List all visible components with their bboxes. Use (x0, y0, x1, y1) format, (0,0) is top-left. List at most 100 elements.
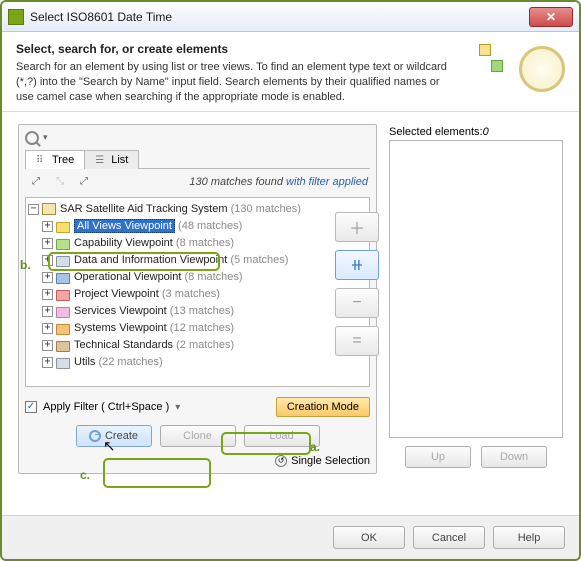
expander-icon[interactable]: + (42, 357, 53, 368)
search-icon (25, 131, 39, 145)
single-selection-icon[interactable]: ↺ (275, 455, 287, 467)
callout-box-all-views (48, 252, 220, 271)
tree-settings-button[interactable]: ⤢ (75, 173, 93, 191)
view-tabs: Tree List (25, 149, 370, 169)
selected-elements-count: 0 (483, 126, 489, 138)
expander-icon[interactable]: + (42, 272, 53, 283)
reorder-buttons: Up Down (389, 446, 563, 468)
tree-item-label: Systems Viewpoint (74, 322, 167, 334)
folder-icon (56, 324, 70, 335)
tree-root-count: (130 matches) (231, 203, 301, 215)
selected-elements-header: Selected elements:0 (389, 124, 563, 140)
matches-link[interactable]: with filter applied (283, 176, 368, 188)
create-button[interactable]: Create (76, 425, 152, 447)
left-panel: ▾ Tree List ⤢ ⤡ ⤢ 130 matches found with… (18, 124, 377, 474)
tree-item-label: Services Viewpoint (74, 305, 167, 317)
tree-item-label: Technical Standards (74, 339, 173, 351)
expander-icon[interactable]: + (42, 306, 53, 317)
clock-icon (89, 430, 101, 442)
tree-root-label: SAR Satellite Aid Tracking System (60, 203, 228, 215)
expand-all-button[interactable]: ⤢ (27, 173, 45, 191)
tab-tree[interactable]: Tree (25, 150, 85, 169)
expander-icon[interactable]: + (42, 340, 53, 351)
ok-button[interactable]: OK (333, 526, 405, 549)
cancel-button[interactable]: Cancel (413, 526, 485, 549)
model-icon (42, 203, 56, 215)
selected-elements-label: Selected elements: (389, 126, 483, 138)
tab-list[interactable]: List (84, 150, 139, 169)
tree-item-count: (8 matches) (176, 237, 234, 249)
tree-item-count: (3 matches) (162, 288, 220, 300)
tree-item[interactable]: + Utils (22 matches) (28, 354, 367, 371)
folder-icon (56, 307, 70, 318)
search-dropdown-icon[interactable]: ▾ (43, 132, 48, 143)
tree-item[interactable]: +Operational Viewpoint (8 matches) (28, 269, 367, 286)
apply-filter-label: Apply Filter ( Ctrl+Space ) (43, 401, 169, 413)
tree-item[interactable]: + Capability Viewpoint (8 matches) (28, 235, 367, 252)
add-button[interactable]: ＋ (335, 212, 379, 242)
tree-item-count: (8 matches) (184, 271, 242, 283)
folder-icon (56, 222, 70, 233)
folder-icon (56, 273, 70, 284)
single-selection-label: Single Selection (291, 455, 370, 467)
tree-root-row[interactable]: − SAR Satellite Aid Tracking System (130… (28, 201, 367, 218)
tree-item-count: (48 matches) (178, 220, 242, 232)
remove-button[interactable]: − (335, 288, 379, 318)
expander-icon[interactable]: − (28, 204, 39, 215)
expander-icon[interactable]: + (42, 289, 53, 300)
folder-icon (56, 358, 70, 369)
expander-icon[interactable]: + (42, 238, 53, 249)
remove-all-button[interactable]: = (335, 326, 379, 356)
tree-item-label: Utils (74, 356, 95, 368)
selected-elements-list[interactable] (389, 140, 563, 438)
app-icon (8, 9, 24, 25)
tab-list-label: List (111, 154, 128, 166)
tree-item-count: (5 matches) (230, 254, 288, 266)
tree-icon (36, 154, 48, 166)
titlebar: Select ISO8601 Date Time ✕ (2, 2, 579, 32)
callout-b: b. (20, 258, 31, 272)
window-title: Select ISO8601 Date Time (30, 10, 529, 24)
down-button[interactable]: Down (481, 446, 547, 468)
tree-item-count: (22 matches) (98, 356, 162, 368)
tab-tree-label: Tree (52, 154, 74, 166)
create-label: Create (105, 430, 138, 442)
transfer-buttons: ＋ ⧺ − = (335, 212, 379, 356)
tree-item-count: (13 matches) (170, 305, 234, 317)
callout-box-create (103, 458, 211, 488)
tree-view[interactable]: − SAR Satellite Aid Tracking System (130… (25, 197, 370, 387)
tree-item[interactable]: +All Views Viewpoint (48 matches) (28, 218, 367, 235)
tree-item[interactable]: + Systems Viewpoint (12 matches) (28, 320, 367, 337)
close-button[interactable]: ✕ (529, 7, 573, 27)
tree-item[interactable]: + Services Viewpoint (13 matches) (28, 303, 367, 320)
list-icon (95, 154, 107, 166)
folder-icon (56, 341, 70, 352)
apply-filter-checkbox[interactable]: ✓ (25, 401, 37, 413)
callout-c: c. (80, 468, 90, 482)
filter-icon[interactable] (175, 401, 180, 413)
tree-item[interactable]: + Project Viewpoint (3 matches) (28, 286, 367, 303)
tree-toolbar: ⤢ ⤡ ⤢ 130 matches found with filter appl… (25, 169, 370, 195)
callout-box-creation-mode (221, 432, 311, 455)
folder-icon (56, 290, 70, 301)
tree-item[interactable]: + Technical Standards (2 matches) (28, 337, 367, 354)
creation-mode-button[interactable]: Creation Mode (276, 397, 370, 417)
collapse-all-button[interactable]: ⤡ (51, 173, 69, 191)
search-row[interactable]: ▾ (25, 131, 370, 145)
header-description: Search for an element by using list or t… (16, 60, 456, 105)
tree-item-count: (2 matches) (176, 339, 234, 351)
expander-icon[interactable]: + (42, 221, 53, 232)
dialog-footer: OK Cancel Help (2, 515, 579, 559)
tree-item-label: Project Viewpoint (74, 288, 159, 300)
help-button[interactable]: Help (493, 526, 565, 549)
up-button[interactable]: Up (405, 446, 471, 468)
expander-icon[interactable]: + (42, 323, 53, 334)
filter-row: ✓ Apply Filter ( Ctrl+Space ) Creation M… (25, 397, 370, 417)
callout-a: a. (310, 440, 320, 454)
matches-count: 130 matches found (189, 176, 283, 188)
folder-icon (56, 239, 70, 250)
add-all-button[interactable]: ⧺ (335, 250, 379, 280)
tree-item-count: (12 matches) (170, 322, 234, 334)
matches-info: 130 matches found with filter applied (189, 176, 368, 188)
tree-item-label: Capability Viewpoint (74, 237, 173, 249)
